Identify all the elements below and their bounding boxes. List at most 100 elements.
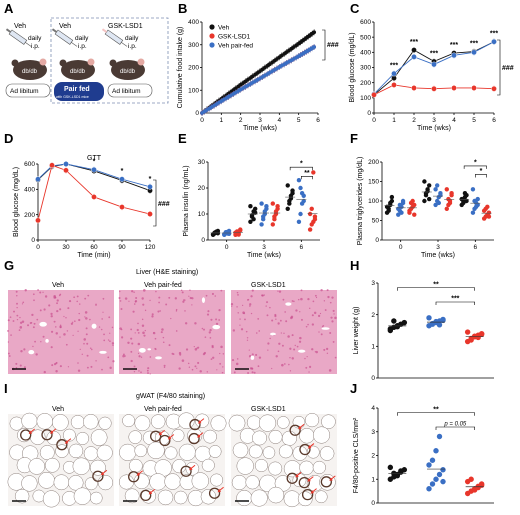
x-tick-label: 5 xyxy=(472,117,476,124)
nucleus xyxy=(329,301,332,304)
sig-bracket xyxy=(475,174,487,178)
nucleus xyxy=(251,371,254,374)
nucleus xyxy=(55,370,58,373)
nucleus xyxy=(309,365,312,368)
adipocyte xyxy=(314,490,328,504)
nucleus xyxy=(221,371,224,374)
nucleus xyxy=(289,370,292,372)
nucleus xyxy=(10,334,12,336)
nucleus xyxy=(204,336,207,338)
nucleus xyxy=(124,355,126,357)
regimen-3-ip: i.p. xyxy=(128,43,137,50)
gwat-label-pair: Veh pair-fed xyxy=(144,406,182,413)
data-point xyxy=(462,191,468,196)
nucleus xyxy=(121,336,124,339)
nucleus xyxy=(77,369,81,372)
crown-like-structure xyxy=(301,488,314,501)
red-arrow-head xyxy=(167,436,172,440)
nucleus xyxy=(168,344,171,347)
y-tick-label: 300 xyxy=(188,42,199,49)
vessel xyxy=(201,297,206,303)
nucleus xyxy=(149,299,151,302)
nucleus xyxy=(50,346,53,349)
nucleus xyxy=(170,317,172,320)
nucleus xyxy=(19,316,21,319)
nucleus xyxy=(194,347,198,351)
data-point xyxy=(251,217,256,222)
nucleus xyxy=(258,330,261,332)
y-tick-label: 600 xyxy=(24,161,35,168)
vessel xyxy=(147,348,151,351)
adipocyte xyxy=(128,430,143,444)
nucleus xyxy=(128,300,130,302)
nucleus xyxy=(40,341,42,343)
vessel xyxy=(269,332,276,336)
nucleus xyxy=(59,336,61,338)
nucleus xyxy=(59,326,62,329)
nucleus xyxy=(184,310,186,312)
nucleus xyxy=(162,341,165,344)
nucleus xyxy=(50,312,53,316)
legend-label: Veh xyxy=(218,24,230,31)
nucleus xyxy=(246,339,249,341)
nucleus xyxy=(232,329,236,332)
nucleus xyxy=(298,340,302,343)
nucleus xyxy=(332,309,335,312)
nucleus xyxy=(187,362,190,365)
data-point xyxy=(296,219,302,224)
data-point xyxy=(371,92,377,98)
data-point xyxy=(296,178,302,183)
data-point xyxy=(394,324,401,330)
red-arrow-head xyxy=(28,430,33,435)
sig-bracket xyxy=(463,165,487,169)
y-tick-label: 0 xyxy=(201,237,205,244)
nucleus xyxy=(216,369,218,371)
nucleus xyxy=(101,318,103,320)
nucleus xyxy=(70,322,74,325)
data-point xyxy=(384,204,390,210)
nucleus xyxy=(77,362,79,364)
nucleus xyxy=(266,314,269,317)
sig-label: *** xyxy=(490,31,498,38)
data-point xyxy=(387,327,394,334)
data-point xyxy=(470,187,476,192)
nucleus xyxy=(215,322,219,326)
nucleus xyxy=(107,356,110,359)
liver-title: Liver (H&E staining) xyxy=(136,269,198,276)
adipocyte xyxy=(236,457,254,475)
y-tick-label: 3 xyxy=(371,429,375,436)
data-point xyxy=(422,198,427,204)
nucleus xyxy=(305,366,308,369)
nucleus xyxy=(162,336,165,339)
data-point xyxy=(451,85,457,91)
data-point xyxy=(298,211,303,217)
nucleus xyxy=(142,331,145,335)
nucleus xyxy=(278,290,282,293)
nucleus xyxy=(79,303,81,305)
panel-letter-b: B xyxy=(178,1,187,16)
nucleus xyxy=(12,320,15,322)
data-point xyxy=(433,187,438,192)
adipocyte xyxy=(134,415,151,432)
nucleus xyxy=(312,300,315,303)
nucleus xyxy=(287,335,290,338)
nucleus xyxy=(118,297,121,300)
nucleus xyxy=(297,298,300,301)
nucleus xyxy=(293,348,296,351)
pair-fed-dashed-box xyxy=(50,17,169,104)
nucleus xyxy=(263,294,265,296)
nucleus xyxy=(291,300,294,302)
nucleus xyxy=(331,320,334,323)
nucleus xyxy=(56,302,58,305)
crown-like-structure xyxy=(159,434,171,447)
nucleus xyxy=(249,305,251,307)
nucleus xyxy=(211,292,215,296)
data-point xyxy=(270,201,275,206)
ad-libitum-box xyxy=(107,83,153,98)
nucleus xyxy=(131,342,134,345)
adipocyte xyxy=(76,432,90,445)
nucleus xyxy=(203,328,205,331)
group-name-veh: Veh xyxy=(14,23,26,30)
nucleus xyxy=(130,328,133,331)
data-point xyxy=(391,70,397,77)
